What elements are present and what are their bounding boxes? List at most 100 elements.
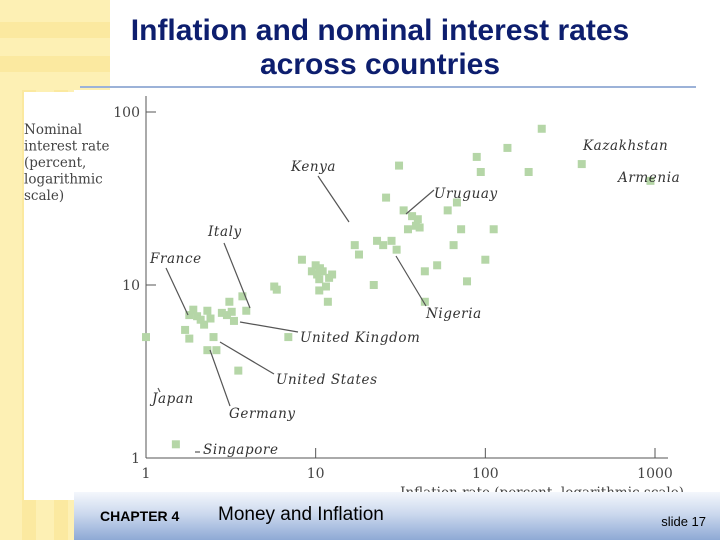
callout-leader-line xyxy=(219,341,275,375)
data-point xyxy=(238,292,247,301)
data-point xyxy=(206,314,215,323)
data-point xyxy=(481,255,490,264)
callout-leader-line xyxy=(209,349,231,407)
data-point xyxy=(284,333,293,342)
callout-label: Uruguay xyxy=(434,186,498,202)
data-point xyxy=(503,143,512,152)
data-point xyxy=(524,167,533,176)
callout-leader-line xyxy=(395,255,427,307)
data-point xyxy=(449,241,458,250)
y-axis-label: Nominal interest rate (percent, logarithmic… xyxy=(24,122,109,204)
callout-label: Italy xyxy=(207,224,242,240)
data-point xyxy=(229,316,238,325)
callout-leader-line xyxy=(157,387,161,393)
data-point xyxy=(225,297,234,306)
callout-label: France xyxy=(149,251,202,267)
x-tick-label: 1 xyxy=(142,466,151,482)
callout-label: Japan xyxy=(149,391,194,407)
chart-axes: 1 10 100 1 10 100 1000 Nominal interest rate (per… xyxy=(24,96,684,501)
data-point xyxy=(222,311,231,320)
data-point xyxy=(272,285,281,294)
data-point xyxy=(328,270,337,279)
data-point xyxy=(227,307,236,316)
footer-slide-number: slide 17 xyxy=(661,514,706,529)
y-tick-label: 100 xyxy=(113,105,140,121)
data-point xyxy=(315,286,324,295)
data-point xyxy=(171,440,180,449)
footer-chapter-label: CHAPTER 4 xyxy=(100,508,180,524)
data-point xyxy=(403,225,412,234)
chart-callouts: Kazakhstan Armenia Kenya Uruguay Italy France… xyxy=(149,138,680,458)
data-point xyxy=(217,308,226,317)
data-point xyxy=(369,281,378,289)
data-point xyxy=(457,225,466,234)
x-tick-label: 10 xyxy=(307,466,325,482)
data-point xyxy=(433,261,442,270)
data-point xyxy=(577,160,586,169)
data-point xyxy=(489,225,498,234)
y-tick-label: 1 xyxy=(131,451,140,467)
data-point xyxy=(399,206,408,215)
data-point xyxy=(413,215,422,224)
data-point xyxy=(318,267,327,276)
data-point xyxy=(189,305,198,314)
data-point xyxy=(307,267,316,276)
data-point xyxy=(472,152,481,161)
data-point xyxy=(234,366,243,375)
data-point xyxy=(373,236,382,245)
data-point xyxy=(321,282,330,291)
data-point xyxy=(311,261,320,270)
x-tick-label: 1000 xyxy=(637,466,673,482)
slide-title: Inflation and nominal interest rates acr… xyxy=(60,14,700,82)
callout-label: United States xyxy=(276,372,378,388)
data-point xyxy=(382,193,391,202)
data-point xyxy=(420,297,429,306)
chart-points xyxy=(142,124,655,449)
data-point xyxy=(209,333,218,342)
data-point xyxy=(420,267,429,276)
data-point xyxy=(185,334,194,343)
data-point xyxy=(212,346,221,355)
data-point xyxy=(646,176,655,185)
callout-label: Singapore xyxy=(203,442,279,458)
callout-label: Nigeria xyxy=(425,306,482,322)
slide-title-line-2: across countries xyxy=(259,48,501,81)
x-tick-label: 100 xyxy=(472,466,499,482)
data-point xyxy=(387,236,396,245)
callout-label: United Kingdom xyxy=(300,330,420,346)
callout-label: Armenia xyxy=(616,170,680,186)
data-point xyxy=(537,124,546,133)
slide-title-line-1: Inflation and nominal interest rates xyxy=(130,14,630,47)
data-point xyxy=(200,320,209,329)
data-point xyxy=(203,346,212,355)
footer-bar xyxy=(74,492,720,540)
title-underline xyxy=(80,86,696,88)
data-point xyxy=(297,255,306,264)
data-point xyxy=(242,306,251,315)
callout-leader-line xyxy=(239,321,299,333)
data-point xyxy=(323,297,332,306)
data-point xyxy=(443,206,452,215)
callout-leader-line xyxy=(317,175,350,223)
data-point xyxy=(203,306,212,315)
callout-leader-line xyxy=(165,267,189,316)
data-point xyxy=(379,241,388,250)
callout-label: Germany xyxy=(229,406,296,422)
footer-topic: Money and Inflation xyxy=(218,504,384,525)
data-point xyxy=(452,198,461,207)
callout-leader-line xyxy=(405,189,435,215)
data-point xyxy=(196,315,205,324)
data-point xyxy=(415,223,424,232)
data-point xyxy=(463,277,472,286)
data-point xyxy=(354,250,363,259)
data-point xyxy=(350,241,359,250)
data-point xyxy=(142,333,150,342)
y-tick-label: 10 xyxy=(122,278,140,294)
data-point xyxy=(181,325,190,334)
data-point xyxy=(476,167,485,176)
data-point xyxy=(315,275,324,284)
data-point xyxy=(395,161,404,170)
callout-leader-line xyxy=(223,242,251,309)
